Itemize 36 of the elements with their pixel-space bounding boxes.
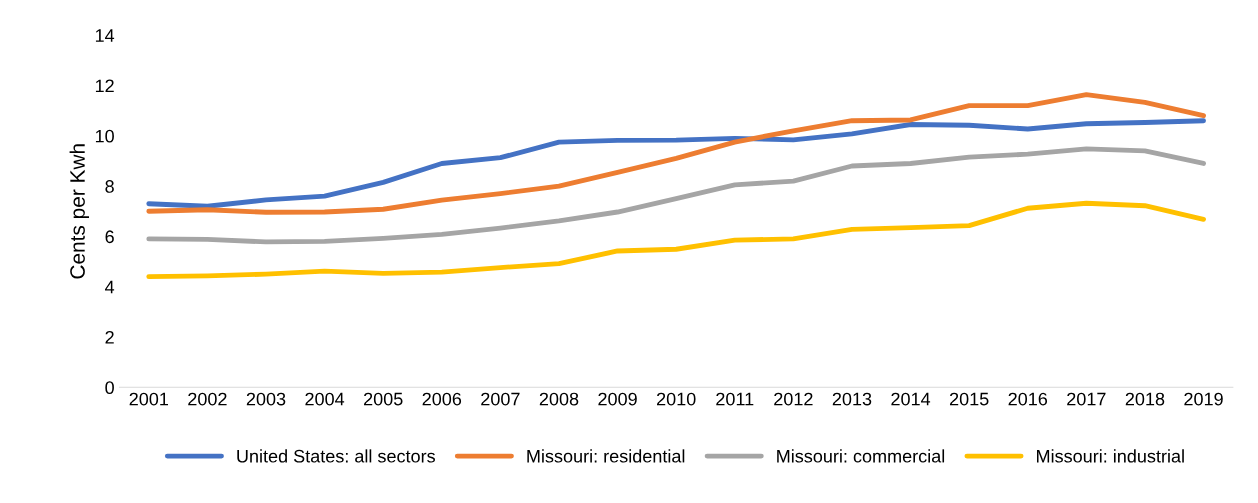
x-tick-label: 2019 — [1184, 392, 1223, 406]
x-tick-label: 2010 — [657, 392, 696, 406]
x-tick-label: 2006 — [422, 392, 462, 406]
y-tick-label: 0 — [105, 381, 114, 395]
x-tick-label: 2016 — [1008, 392, 1048, 406]
x-tick-label: 2018 — [1125, 392, 1165, 406]
x-tick-label: 2004 — [305, 392, 345, 406]
legend-label: Missouri: residential — [527, 449, 685, 463]
y-axis-title: Cents per Kwh — [69, 144, 90, 279]
legend-label: United States: all sectors — [237, 449, 435, 463]
line-series — [146, 200, 1206, 280]
x-tick-label: 2003 — [246, 392, 286, 406]
x-tick-label: 2008 — [539, 392, 579, 406]
x-tick-label: 2014 — [891, 392, 931, 406]
x-tick-label: 2015 — [949, 392, 989, 406]
y-tick-label: 2 — [105, 330, 114, 344]
x-tick-label: 2001 — [129, 392, 169, 406]
y-tick-label: 8 — [105, 180, 114, 193]
x-tick-label: 2017 — [1067, 392, 1106, 406]
y-tick-label: 4 — [105, 280, 115, 294]
x-tick-label: 2009 — [598, 392, 637, 406]
y-tick-label: 10 — [95, 129, 114, 143]
x-tick-label: 2002 — [188, 392, 227, 406]
line-series — [146, 146, 1206, 245]
y-tick-label: 14 — [95, 29, 115, 42]
x-tick-label: 2013 — [832, 392, 872, 406]
x-tick-label: 2011 — [716, 392, 754, 406]
y-tick-label: 6 — [105, 230, 114, 244]
x-tick-label: 2007 — [481, 392, 520, 406]
x-tick-label: 2005 — [364, 392, 403, 406]
x-tick-label: 2012 — [774, 392, 813, 406]
y-tick-label: 12 — [95, 79, 114, 93]
line-series — [146, 92, 1206, 215]
legend-label: Missouri: commercial — [777, 449, 945, 463]
legend-label: Missouri: industrial — [1037, 449, 1184, 463]
line-series — [146, 118, 1206, 209]
